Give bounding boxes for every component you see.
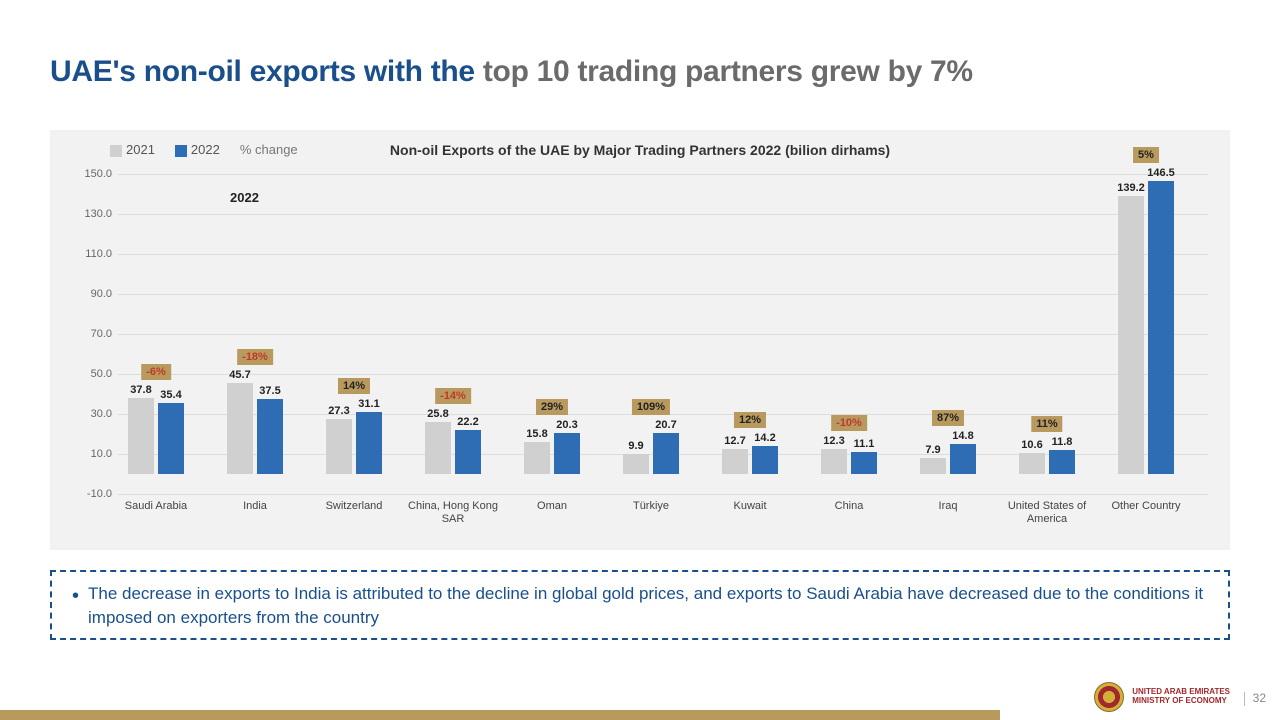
x-axis-label: Oman xyxy=(507,500,597,513)
x-axis-label: Iraq xyxy=(903,500,993,513)
bar-2021 xyxy=(1019,453,1045,474)
value-label-2021: 139.2 xyxy=(1109,182,1153,194)
bar-2021 xyxy=(524,442,550,474)
value-label-2022: 31.1 xyxy=(347,398,391,410)
chart-plot-area: -10.010.030.050.070.090.0110.0130.0150.0… xyxy=(118,174,1208,494)
chart-title: Non-oil Exports of the UAE by Major Trad… xyxy=(50,142,1230,158)
value-label-2022: 11.1 xyxy=(842,438,886,450)
x-axis-label: Saudi Arabia xyxy=(111,500,201,513)
value-label-2022: 11.8 xyxy=(1040,436,1084,448)
ministry-logo: UNITED ARAB EMIRATESMINISTRY OF ECONOMY xyxy=(1094,682,1230,712)
value-label-2022: 14.2 xyxy=(743,432,787,444)
bar-2021 xyxy=(821,449,847,474)
x-axis-label: China, Hong Kong SAR xyxy=(408,500,498,525)
value-label-2021: 45.7 xyxy=(218,369,262,381)
x-axis-label: India xyxy=(210,500,300,513)
x-axis-label: Kuwait xyxy=(705,500,795,513)
bar-2022 xyxy=(257,399,283,474)
value-label-2022: 146.5 xyxy=(1139,167,1183,179)
title-accent: UAE's non-oil exports with the xyxy=(50,55,483,88)
bar-2022 xyxy=(851,452,877,474)
pct-change-badge: -14% xyxy=(435,388,471,404)
value-label-2022: 35.4 xyxy=(149,389,193,401)
bar-2021 xyxy=(1118,196,1144,474)
slide-title: UAE's non-oil exports with the top 10 tr… xyxy=(50,55,973,89)
x-axis-label: Other Country xyxy=(1101,500,1191,513)
pct-change-badge: -6% xyxy=(141,364,171,380)
bar-2022 xyxy=(158,403,184,474)
pct-change-badge: 14% xyxy=(338,378,370,394)
bar-2022 xyxy=(1049,450,1075,474)
title-rest: top 10 trading partners grew by 7% xyxy=(483,55,973,88)
bar-2022 xyxy=(752,446,778,474)
pct-change-badge: 29% xyxy=(536,399,568,415)
bar-2022 xyxy=(653,433,679,474)
x-axis-label: Türkiye xyxy=(606,500,696,513)
logo-emblem-icon xyxy=(1094,682,1124,712)
chart-container: 2021 2022 % change Non-oil Exports of th… xyxy=(50,130,1230,550)
x-axis-label: United States of America xyxy=(1002,500,1092,525)
pct-change-badge: 5% xyxy=(1133,147,1159,163)
value-label-2022: 20.7 xyxy=(644,419,688,431)
bar-2021 xyxy=(425,422,451,474)
value-label-2022: 22.2 xyxy=(446,416,490,428)
value-label-2022: 37.5 xyxy=(248,385,292,397)
note-text: The decrease in exports to India is attr… xyxy=(88,582,1208,630)
value-label-2021: 9.9 xyxy=(614,440,658,452)
footer-accent-bar xyxy=(0,710,1000,720)
slide: UAE's non-oil exports with the top 10 tr… xyxy=(0,0,1280,720)
pct-change-badge: 87% xyxy=(932,410,964,426)
bar-2022 xyxy=(455,430,481,474)
pct-change-badge: -10% xyxy=(831,415,867,431)
bar-2021 xyxy=(623,454,649,474)
value-label-2022: 14.8 xyxy=(941,430,985,442)
bar-2021 xyxy=(128,398,154,474)
pct-change-badge: 109% xyxy=(632,399,670,415)
bar-2021 xyxy=(326,419,352,474)
logo-text: UNITED ARAB EMIRATESMINISTRY OF ECONOMY xyxy=(1132,688,1230,706)
bar-2021 xyxy=(920,458,946,474)
value-label-2021: 7.9 xyxy=(911,444,955,456)
bar-2022 xyxy=(356,412,382,474)
note-box: The decrease in exports to India is attr… xyxy=(50,570,1230,640)
bar-2021 xyxy=(722,449,748,474)
page-number: 32 xyxy=(1244,691,1266,706)
bar-2022 xyxy=(1148,181,1174,474)
pct-change-badge: -18% xyxy=(237,349,273,365)
value-label-2022: 20.3 xyxy=(545,419,589,431)
pct-change-badge: 11% xyxy=(1031,416,1062,432)
pct-change-badge: 12% xyxy=(734,412,766,428)
x-axis-label: China xyxy=(804,500,894,513)
x-axis-label: Switzerland xyxy=(309,500,399,513)
